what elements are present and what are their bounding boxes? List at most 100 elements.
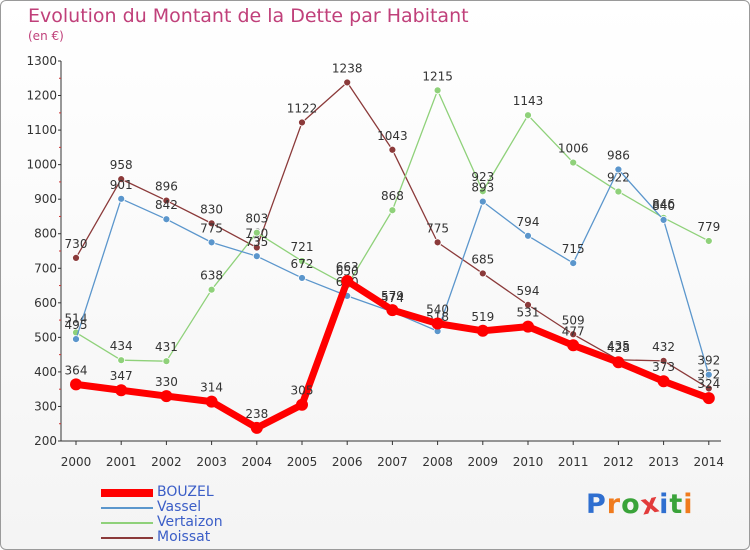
data-point-vertaizon bbox=[569, 158, 578, 167]
data-label-moissat: 435 bbox=[607, 339, 630, 353]
x-tick-label: 2007 bbox=[377, 455, 408, 469]
data-label-moissat: 830 bbox=[200, 202, 223, 216]
legend-label: Vassel bbox=[157, 499, 202, 515]
chart-subtitle: (en €) bbox=[28, 29, 64, 43]
data-label-bouzel: 373 bbox=[652, 360, 675, 374]
x-tick-label: 2010 bbox=[513, 455, 544, 469]
data-point-moissat bbox=[659, 356, 668, 365]
data-point-vassel bbox=[659, 216, 668, 224]
x-tick-label: 2012 bbox=[603, 455, 634, 469]
y-tick-label: 300 bbox=[34, 399, 57, 413]
data-label-moissat: 730 bbox=[65, 237, 88, 251]
data-label-vassel: 986 bbox=[607, 148, 630, 162]
data-point-vassel bbox=[478, 197, 487, 206]
data-label-bouzel: 428 bbox=[607, 341, 630, 355]
legend-label: Moissat bbox=[157, 529, 211, 545]
data-point-moissat bbox=[298, 118, 306, 127]
data-point-vertaizon bbox=[478, 187, 487, 196]
data-label-vertaizon: 721 bbox=[291, 240, 314, 254]
x-tick-label: 2004 bbox=[242, 455, 273, 469]
data-label-vassel: 392 bbox=[697, 354, 720, 368]
data-label-vassel: 901 bbox=[110, 178, 133, 192]
data-point-vertaizon bbox=[117, 356, 126, 365]
x-tick-label: 2000 bbox=[61, 455, 92, 469]
data-point-moissat bbox=[72, 254, 80, 262]
data-label-moissat: 594 bbox=[517, 284, 540, 298]
legend-swatch bbox=[101, 488, 153, 497]
data-point-moissat bbox=[117, 175, 126, 184]
y-tick-label: 800 bbox=[34, 227, 57, 241]
data-point-vassel bbox=[524, 231, 532, 240]
data-label-vassel: 893 bbox=[471, 181, 494, 195]
y-tick-label: 1100 bbox=[26, 123, 57, 137]
data-label-vassel: 840 bbox=[652, 199, 675, 213]
data-point-moissat bbox=[207, 219, 216, 228]
y-tick-label: 600 bbox=[34, 296, 57, 310]
data-label-vassel: 672 bbox=[291, 257, 314, 271]
data-point-vassel bbox=[162, 215, 171, 224]
data-point-vassel bbox=[704, 370, 713, 379]
x-tick-label: 2011 bbox=[558, 455, 589, 469]
data-point-bouzel bbox=[657, 375, 670, 388]
data-label-bouzel: 330 bbox=[155, 375, 178, 389]
data-point-vertaizon bbox=[388, 206, 397, 215]
data-point-moissat bbox=[704, 384, 713, 393]
data-label-vertaizon: 846 bbox=[652, 197, 675, 211]
data-point-bouzel bbox=[250, 421, 263, 434]
legend-swatch bbox=[101, 536, 153, 539]
data-label-bouzel: 305 bbox=[291, 384, 314, 398]
legend-swatch bbox=[101, 506, 153, 509]
data-label-vassel: 715 bbox=[562, 242, 585, 256]
logo-letter: i bbox=[659, 489, 670, 520]
data-label-moissat: 1238 bbox=[332, 61, 363, 75]
data-point-bouzel bbox=[702, 392, 715, 405]
data-point-bouzel bbox=[567, 339, 580, 352]
legend-label: Vertaizon bbox=[157, 514, 223, 530]
data-label-bouzel: 579 bbox=[381, 289, 404, 303]
data-point-moissat bbox=[478, 269, 487, 278]
y-tick-label: 1300 bbox=[26, 54, 57, 68]
data-point-bouzel bbox=[160, 390, 173, 403]
proxiti-logo: Proxiti bbox=[586, 487, 694, 521]
data-label-vertaizon: 1006 bbox=[558, 142, 589, 156]
data-label-vertaizon: 779 bbox=[697, 220, 720, 234]
logo-letter: i bbox=[683, 489, 694, 520]
data-label-vertaizon: 431 bbox=[155, 340, 178, 354]
data-label-moissat: 432 bbox=[652, 340, 675, 354]
data-point-bouzel bbox=[386, 304, 399, 317]
legend-item-vassel: Vassel bbox=[101, 500, 223, 515]
x-tick-label: 2005 bbox=[287, 455, 318, 469]
data-point-bouzel bbox=[115, 384, 128, 397]
data-label-vertaizon: 1143 bbox=[513, 94, 544, 108]
data-label-moissat: 775 bbox=[426, 221, 449, 235]
data-label-vassel: 574 bbox=[381, 291, 404, 305]
data-point-vertaizon bbox=[614, 187, 623, 196]
data-point-vertaizon bbox=[524, 111, 532, 120]
data-point-vassel bbox=[614, 165, 623, 174]
data-label-vassel: 735 bbox=[245, 235, 268, 249]
data-label-moissat: 685 bbox=[471, 252, 494, 266]
data-point-vertaizon bbox=[704, 237, 713, 245]
legend-swatch bbox=[101, 521, 153, 524]
data-point-vassel bbox=[117, 194, 126, 203]
data-label-vertaizon: 434 bbox=[110, 339, 133, 353]
data-label-bouzel: 238 bbox=[245, 407, 268, 421]
data-point-moissat bbox=[433, 238, 442, 247]
data-point-vassel bbox=[72, 335, 80, 343]
logo-letter: t bbox=[669, 489, 684, 520]
legend-item-vertaizon: Vertaizon bbox=[101, 515, 223, 530]
legend-label: BOUZEL bbox=[157, 484, 214, 500]
legend-item-bouzel: BOUZEL bbox=[101, 485, 223, 500]
data-label-vertaizon: 638 bbox=[200, 269, 223, 283]
data-point-vertaizon bbox=[433, 86, 442, 95]
x-tick-label: 2013 bbox=[648, 455, 679, 469]
y-tick-label: 900 bbox=[34, 192, 57, 206]
data-label-bouzel: 540 bbox=[426, 303, 449, 317]
x-tick-label: 2001 bbox=[106, 455, 137, 469]
data-label-vassel: 842 bbox=[155, 198, 178, 212]
data-point-moissat bbox=[343, 78, 352, 87]
data-label-vassel: 775 bbox=[200, 221, 223, 235]
chart-legend: BOUZEL Vassel Vertaizon Moissat bbox=[101, 485, 223, 545]
